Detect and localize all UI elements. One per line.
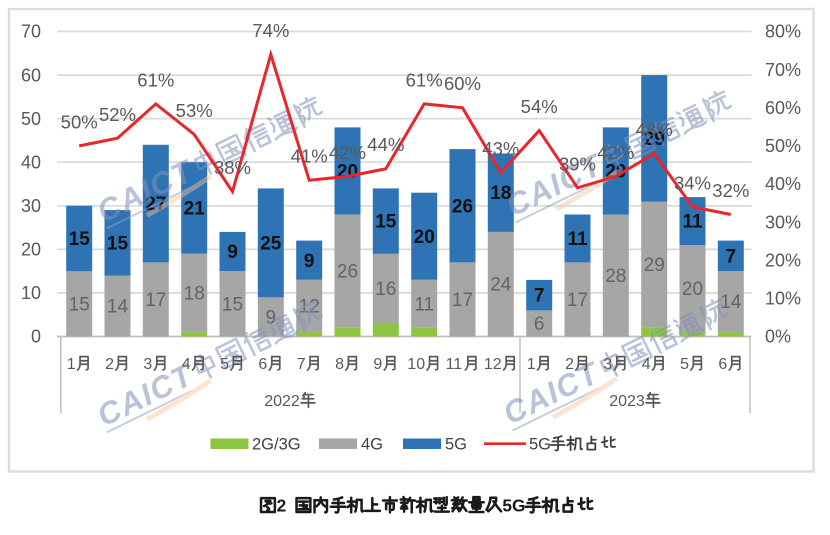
svg-text:50%: 50% — [765, 136, 801, 156]
svg-text:61%: 61% — [406, 69, 443, 90]
svg-text:6: 6 — [258, 356, 267, 373]
svg-text:9: 9 — [266, 307, 277, 328]
svg-text:18: 18 — [184, 283, 205, 304]
svg-text:2: 2 — [105, 356, 114, 373]
svg-text:10%: 10% — [765, 289, 801, 309]
svg-text:29: 29 — [644, 255, 665, 276]
svg-text:15: 15 — [222, 294, 243, 315]
svg-text:2023: 2023 — [609, 393, 645, 410]
svg-text:5: 5 — [220, 356, 229, 373]
svg-text:12: 12 — [484, 356, 502, 373]
svg-text:5G: 5G — [445, 436, 467, 454]
svg-text:18: 18 — [490, 183, 511, 204]
svg-text:0: 0 — [31, 327, 41, 347]
svg-text:60%: 60% — [765, 98, 801, 118]
svg-text:11: 11 — [446, 356, 463, 373]
svg-text:20: 20 — [414, 227, 435, 248]
svg-text:11: 11 — [414, 294, 434, 315]
svg-text:20: 20 — [682, 279, 703, 300]
svg-text:2: 2 — [277, 496, 287, 516]
svg-text:25: 25 — [260, 233, 282, 254]
svg-text:74%: 74% — [252, 20, 289, 41]
svg-text:4: 4 — [642, 356, 651, 373]
svg-text:11: 11 — [682, 212, 703, 233]
svg-text:11: 11 — [567, 229, 588, 250]
svg-text:60%: 60% — [444, 73, 481, 94]
svg-text:48%: 48% — [636, 119, 673, 140]
svg-text:9: 9 — [227, 242, 238, 263]
svg-text:3: 3 — [143, 356, 152, 373]
svg-text:38%: 38% — [214, 157, 251, 178]
svg-text:2G/3G: 2G/3G — [252, 436, 301, 454]
svg-text:6: 6 — [718, 356, 727, 373]
svg-text:26: 26 — [452, 196, 473, 217]
svg-text:54%: 54% — [521, 96, 558, 117]
svg-text:5G: 5G — [529, 436, 551, 454]
svg-text:0%: 0% — [765, 327, 791, 347]
svg-text:53%: 53% — [176, 100, 213, 121]
svg-text:3: 3 — [603, 356, 612, 373]
svg-text:5G: 5G — [502, 496, 525, 516]
svg-text:42%: 42% — [329, 142, 366, 163]
svg-text:10: 10 — [21, 283, 41, 303]
svg-text:7: 7 — [297, 356, 306, 373]
svg-text:17: 17 — [567, 290, 588, 311]
svg-text:8: 8 — [335, 356, 344, 373]
svg-text:17: 17 — [452, 290, 473, 311]
svg-text:6: 6 — [534, 314, 545, 335]
svg-text:14: 14 — [107, 297, 129, 318]
svg-text:15: 15 — [107, 233, 129, 254]
svg-text:50: 50 — [21, 109, 41, 129]
svg-text:2022: 2022 — [264, 393, 300, 410]
svg-text:20: 20 — [21, 240, 41, 260]
svg-text:30: 30 — [21, 196, 41, 216]
svg-text:4: 4 — [182, 356, 191, 373]
svg-text:2: 2 — [565, 356, 574, 373]
svg-text:39%: 39% — [559, 153, 596, 174]
svg-text:42%: 42% — [597, 142, 634, 163]
svg-text:32%: 32% — [712, 180, 749, 201]
svg-text:14: 14 — [720, 292, 742, 313]
svg-text:17: 17 — [145, 290, 166, 311]
svg-text:40%: 40% — [765, 174, 801, 194]
svg-text:26: 26 — [337, 262, 358, 283]
svg-text:61%: 61% — [137, 69, 174, 90]
svg-text:10: 10 — [407, 356, 425, 373]
svg-text:15: 15 — [69, 294, 90, 315]
svg-text:50%: 50% — [61, 111, 98, 132]
svg-text:41%: 41% — [291, 146, 328, 167]
svg-text:80%: 80% — [765, 22, 801, 42]
svg-text:15: 15 — [375, 212, 397, 233]
svg-text:28: 28 — [605, 266, 626, 287]
svg-text:7: 7 — [726, 246, 737, 267]
svg-text:16: 16 — [375, 279, 396, 300]
svg-text:9: 9 — [373, 356, 382, 373]
svg-text:52%: 52% — [99, 104, 136, 125]
svg-text:4G: 4G — [361, 436, 383, 454]
svg-text:70: 70 — [21, 22, 41, 42]
svg-text:20: 20 — [337, 161, 358, 182]
svg-text:1: 1 — [67, 356, 76, 373]
svg-text:70%: 70% — [765, 60, 801, 80]
svg-text:9: 9 — [304, 251, 315, 272]
svg-text:40: 40 — [21, 152, 41, 172]
svg-text:60: 60 — [21, 65, 41, 85]
svg-text:1: 1 — [527, 356, 536, 373]
svg-text:5: 5 — [680, 356, 689, 373]
svg-text:21: 21 — [184, 199, 206, 220]
svg-text:43%: 43% — [482, 138, 519, 159]
svg-text:7: 7 — [534, 286, 545, 307]
svg-text:20%: 20% — [765, 250, 801, 270]
svg-text:15: 15 — [69, 229, 91, 250]
svg-text:30%: 30% — [765, 212, 801, 232]
svg-text:34%: 34% — [674, 172, 711, 193]
svg-text:44%: 44% — [367, 134, 404, 155]
svg-text:24: 24 — [490, 275, 512, 296]
